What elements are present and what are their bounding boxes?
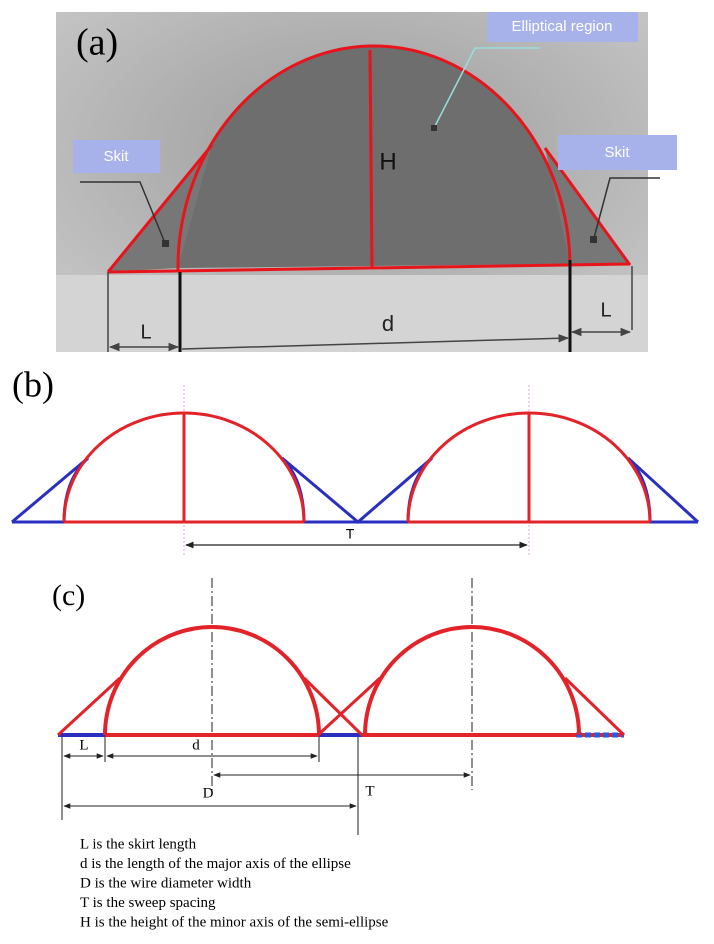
marker xyxy=(590,236,597,243)
panel-c: (c) L d T D xyxy=(52,578,626,835)
dimension-label: d xyxy=(192,737,200,753)
skirt xyxy=(56,676,626,737)
panel-label: (a) xyxy=(76,22,118,64)
panel-b: (b) T xyxy=(11,364,700,555)
bead xyxy=(177,45,571,269)
leader xyxy=(593,177,660,239)
leader xyxy=(80,181,166,244)
legend-line: D is the wire diameter width xyxy=(80,875,252,891)
dimension-label: L xyxy=(140,321,151,343)
dimension-label: d xyxy=(382,311,394,336)
region-label: Elliptical region xyxy=(512,18,613,35)
dimension-label: L xyxy=(600,299,611,321)
marker xyxy=(431,125,437,131)
panel-label: (c) xyxy=(52,579,85,612)
legend-line: T is the sweep spacing xyxy=(80,895,216,911)
legend-line: H is the height of the minor axis of the… xyxy=(80,914,389,930)
skirt-arc xyxy=(62,456,652,523)
legend: L is the skirt length d is the length of … xyxy=(80,836,389,930)
ellipse xyxy=(103,625,581,736)
height-line xyxy=(368,49,374,269)
dimension-label: L xyxy=(79,737,88,753)
skirt-label: Skit xyxy=(604,144,630,161)
legend-line: L is the skirt length xyxy=(80,836,197,852)
marker xyxy=(162,240,169,247)
ellipse xyxy=(62,411,652,523)
dimension-label: T xyxy=(365,783,374,799)
height-label: H xyxy=(379,148,396,175)
dimension xyxy=(181,334,570,350)
leader xyxy=(433,47,540,129)
panel-a: (a) Elliptical region Skit Skit H L d L xyxy=(56,12,677,352)
panel-label: (b) xyxy=(12,364,54,404)
legend-line: d is the length of the major axis of the… xyxy=(80,856,351,872)
label-box xyxy=(487,12,638,42)
skirt-label: Skit xyxy=(103,148,129,165)
ellipse-outline xyxy=(176,44,572,273)
label-box xyxy=(73,140,160,173)
label-box xyxy=(558,135,677,170)
skirt xyxy=(11,456,700,524)
dimension-label: D xyxy=(203,785,214,801)
skirt-fill xyxy=(108,145,630,272)
dimension-label: T xyxy=(346,526,355,542)
